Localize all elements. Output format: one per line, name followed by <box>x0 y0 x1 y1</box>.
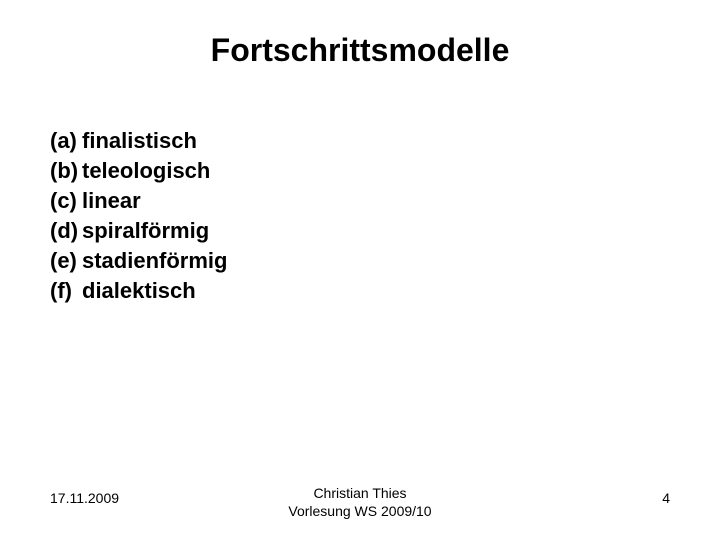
list-marker: (b) <box>50 158 82 184</box>
footer-page-number: 4 <box>662 490 670 506</box>
list-label: linear <box>82 188 141 213</box>
list-label: spiralförmig <box>82 218 209 243</box>
slide: Fortschrittsmodelle (a)finalistisch (b)t… <box>0 0 720 540</box>
list-marker: (c) <box>50 188 82 214</box>
list-item: (d)spiralförmig <box>50 218 227 244</box>
list-marker: (d) <box>50 218 82 244</box>
list-item: (f)dialektisch <box>50 278 227 304</box>
list-label: dialektisch <box>82 278 196 303</box>
list-item: (e)stadienförmig <box>50 248 227 274</box>
list-label: stadienförmig <box>82 248 227 273</box>
list-item: (a)finalistisch <box>50 128 227 154</box>
content-list: (a)finalistisch (b)teleologisch (c)linea… <box>50 128 227 308</box>
slide-title: Fortschrittsmodelle <box>0 32 720 69</box>
list-marker: (a) <box>50 128 82 154</box>
footer-course: Vorlesung WS 2009/10 <box>288 503 431 519</box>
list-marker: (f) <box>50 278 82 304</box>
list-item: (c)linear <box>50 188 227 214</box>
list-marker: (e) <box>50 248 82 274</box>
footer-author: Christian Thies <box>313 485 406 501</box>
list-item: (b)teleologisch <box>50 158 227 184</box>
footer-center: Christian Thies Vorlesung WS 2009/10 <box>0 485 720 520</box>
list-label: teleologisch <box>82 158 210 183</box>
list-label: finalistisch <box>82 128 197 153</box>
